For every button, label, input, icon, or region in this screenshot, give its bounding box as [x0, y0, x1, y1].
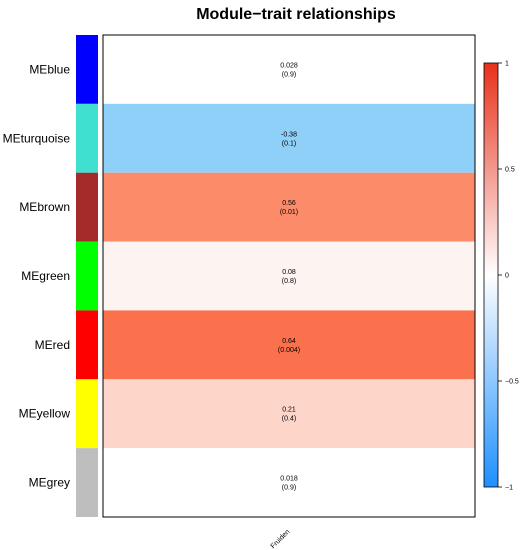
- colorbar-tick-label: 0.5: [505, 167, 515, 174]
- cell-value-meyellow: 0.21: [282, 407, 296, 414]
- heatmap-cell-mered: [103, 310, 475, 380]
- cell-pvalue-megreen: (0.8): [282, 278, 296, 285]
- module-swatch-meturquoise: [76, 103, 98, 173]
- heatmap-cells: 0.028 (0.9) -0.38 (0.1) 0.56 (0.01) 0.08 (0.8) 0…: [103, 35, 475, 517]
- row-label-megrey: MEgrey: [29, 476, 70, 490]
- module-swatch-megreen: [76, 241, 98, 311]
- heatmap-cell-meyellow: [103, 379, 475, 449]
- heatmap-cell-mebrown: [103, 172, 475, 242]
- module-swatch-megrey: [76, 448, 98, 517]
- cell-pvalue-meturquoise: (0.1): [282, 140, 296, 147]
- column-label-fruiden: Fruiden: [270, 528, 292, 550]
- cell-value-megrey: 0.018: [280, 476, 298, 483]
- module-swatch-mebrown: [76, 172, 98, 242]
- colorbar-tick-label: 1: [505, 61, 509, 68]
- heatmap-frame: [102, 34, 476, 518]
- colorbar-tick-label: −1: [505, 485, 513, 492]
- colorbar-tick-label: −0.5: [505, 379, 519, 386]
- module-swatch-meblue: [76, 35, 98, 104]
- heatmap-cell-megrey: [103, 448, 475, 517]
- colorbar-ticks: 1 0.5 0 −0.5 −1: [498, 61, 519, 492]
- module-color-bar: [76, 35, 98, 517]
- heatmap-cell-megreen: [103, 241, 475, 311]
- colorbar-tick-label: 0: [505, 273, 509, 280]
- row-label-meblue: MEblue: [29, 62, 70, 76]
- row-label-megreen: MEgreen: [21, 269, 70, 283]
- cell-pvalue-meyellow: (0.4): [282, 416, 296, 423]
- cell-pvalue-mebrown: (0.01): [280, 209, 298, 216]
- cell-value-mered: 0.64: [282, 338, 296, 345]
- row-label-meturquoise: MEturquoise: [3, 131, 71, 145]
- colorbar: 1 0.5 0 −0.5 −1: [483, 61, 519, 492]
- cell-pvalue-mered: (0.004): [278, 347, 300, 354]
- heatmap-cell-meblue: [103, 35, 475, 104]
- cell-value-megreen: 0.08: [282, 269, 296, 276]
- cell-pvalue-megrey: (0.9): [282, 485, 296, 492]
- cell-value-mebrown: 0.56: [282, 200, 296, 207]
- cell-value-meblue: 0.028: [280, 62, 298, 69]
- row-label-mered: MEred: [35, 338, 70, 352]
- colorbar-gradient: [483, 62, 499, 488]
- cell-value-meturquoise: -0.38: [281, 131, 297, 138]
- row-labels: MEblue MEturquoise MEbrown MEgreen MEred MEye…: [3, 62, 71, 489]
- chart-title: Module−trait relationships: [196, 6, 396, 23]
- module-swatch-mered: [76, 310, 98, 380]
- row-label-meyellow: MEyellow: [19, 407, 71, 421]
- cell-pvalue-meblue: (0.9): [282, 71, 296, 78]
- module-swatch-meyellow: [76, 379, 98, 449]
- row-label-mebrown: MEbrown: [19, 200, 70, 214]
- heatmap-cell-meturquoise: [103, 103, 475, 173]
